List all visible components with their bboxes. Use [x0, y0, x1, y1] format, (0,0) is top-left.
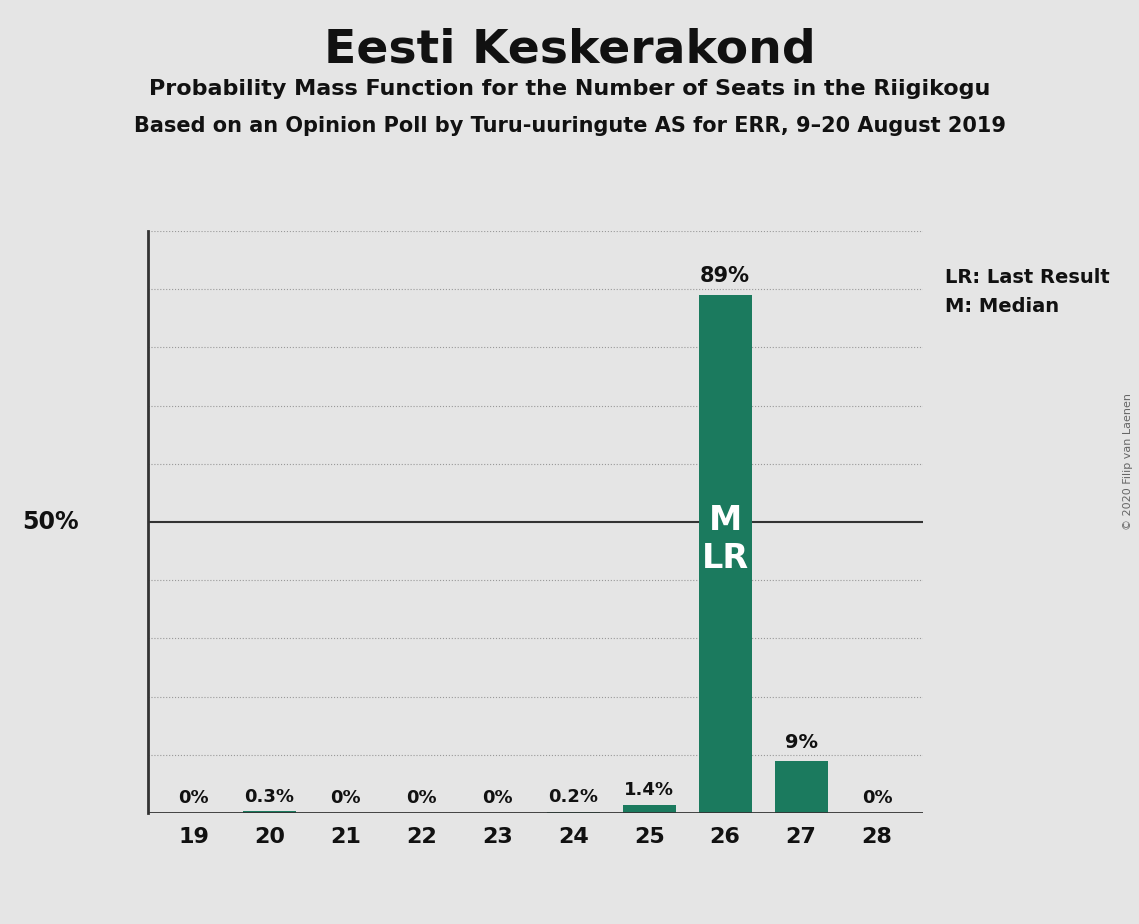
- Text: Based on an Opinion Poll by Turu-uuringute AS for ERR, 9–20 August 2019: Based on an Opinion Poll by Turu-uuringu…: [133, 116, 1006, 136]
- Text: 0%: 0%: [330, 789, 361, 808]
- Text: © 2020 Filip van Laenen: © 2020 Filip van Laenen: [1123, 394, 1133, 530]
- Text: 0.3%: 0.3%: [245, 787, 295, 806]
- Bar: [547, 812, 600, 813]
- Text: 9%: 9%: [785, 733, 818, 752]
- Text: 0%: 0%: [482, 789, 513, 808]
- Text: 0%: 0%: [407, 789, 436, 808]
- Text: LR: Last Result: LR: Last Result: [945, 268, 1111, 287]
- Bar: [243, 811, 296, 813]
- Text: 1.4%: 1.4%: [624, 781, 674, 799]
- Text: Probability Mass Function for the Number of Seats in the Riigikogu: Probability Mass Function for the Number…: [149, 79, 990, 99]
- Text: 50%: 50%: [22, 510, 79, 534]
- Text: 0.2%: 0.2%: [548, 788, 598, 806]
- Text: 0%: 0%: [862, 789, 892, 808]
- Text: M
LR: M LR: [702, 504, 748, 575]
- Bar: [623, 805, 675, 813]
- Bar: [698, 295, 752, 813]
- Text: M: Median: M: Median: [945, 298, 1059, 316]
- Text: 0%: 0%: [179, 789, 208, 808]
- Bar: [775, 760, 828, 813]
- Text: 89%: 89%: [700, 266, 751, 286]
- Text: Eesti Keskerakond: Eesti Keskerakond: [323, 28, 816, 73]
